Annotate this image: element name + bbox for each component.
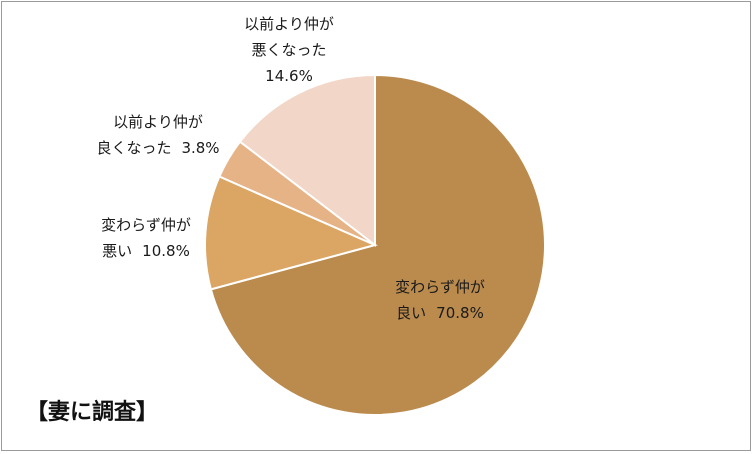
slice-category: 良くなった: [96, 139, 171, 157]
slice-label-line2: 良くなった 3.8%: [96, 139, 219, 157]
slice-category: 良い: [396, 304, 426, 322]
slice-label-line2: 悪い 10.8%: [102, 242, 190, 260]
slice-label-line1: 変わらず仲が: [395, 278, 485, 296]
slice-value: 3.8%: [181, 139, 219, 157]
survey-subset-title: 【妻に調査】: [26, 400, 159, 425]
slice-label-line2: 良い 70.8%: [396, 304, 484, 322]
slice-label-line1: 変わらず仲が: [101, 216, 191, 234]
pie-slice-1: [204, 175, 378, 291]
slice-label-line2: 悪くなった: [251, 41, 326, 59]
slice-label-line1: 以前より仲が: [244, 15, 334, 33]
slice-value: 14.6%: [265, 67, 313, 85]
slice-category: 悪い: [102, 242, 132, 260]
slice-label-line1: 以前より仲が: [113, 113, 203, 131]
pie-slice-3: [238, 73, 376, 248]
pie-slice-0: [209, 73, 546, 416]
pie-slices: [204, 73, 546, 416]
slice-value: 70.8%: [436, 304, 484, 322]
slice-value: 10.8%: [142, 242, 190, 260]
